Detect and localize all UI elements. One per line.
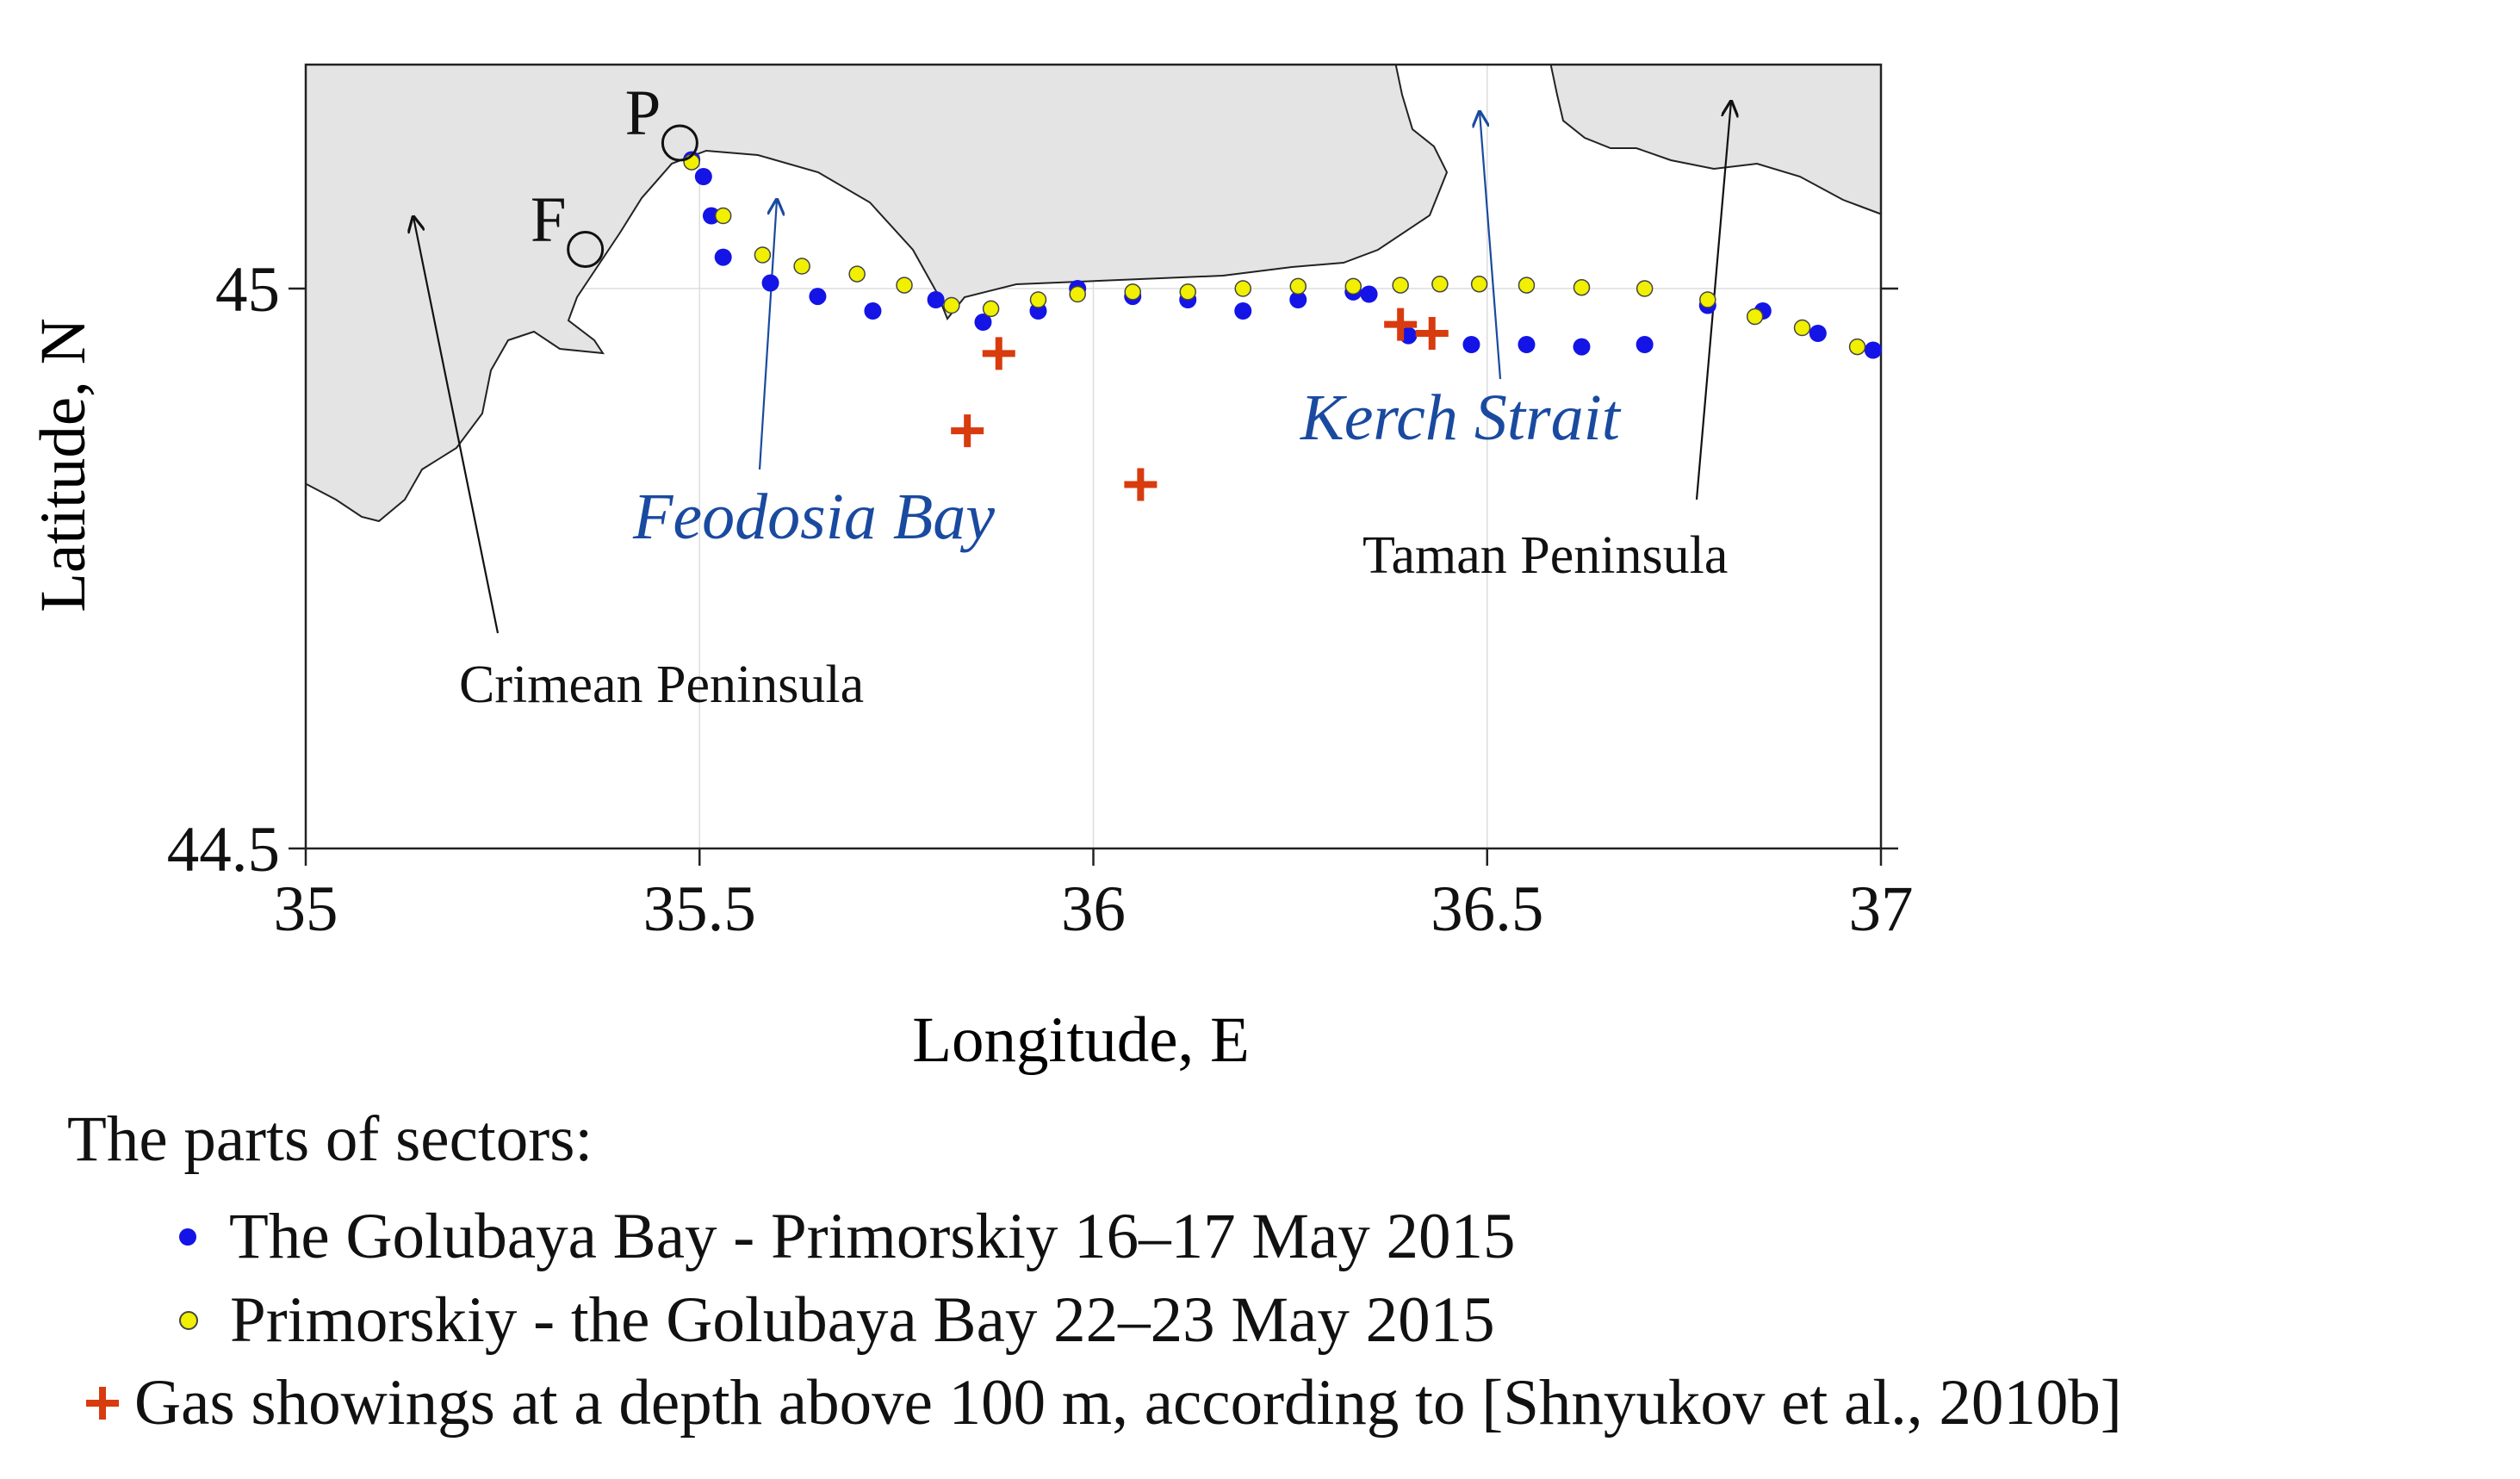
gas-showing-marker — [951, 414, 984, 448]
blue-series-point — [864, 302, 882, 320]
taman-peninsula-land — [1549, 65, 1881, 215]
blue-series-point — [1518, 336, 1536, 353]
gas-showing-marker — [1415, 317, 1449, 350]
legend-item-gas-showings: Gas showings at a depth above 100 m, acc… — [86, 1370, 2122, 1435]
legend-title: The parts of sectors: — [67, 1103, 593, 1175]
station-marker — [567, 231, 605, 268]
yellow-dot-icon — [179, 1310, 198, 1330]
blue-series-point — [694, 168, 712, 185]
yellow-series-point — [1179, 283, 1196, 301]
crimean-arrow — [413, 217, 500, 634]
data-points — [683, 151, 1882, 359]
blue-series-point — [974, 314, 992, 331]
kerch-arrow — [1480, 112, 1502, 380]
blue-series-point — [1234, 302, 1252, 320]
blue-series-point — [702, 207, 720, 225]
blue-series-point — [1462, 336, 1480, 353]
annotation-crimean-peninsula: Crimean Peninsula — [459, 656, 864, 714]
station-label: F — [531, 184, 567, 256]
yellow-series-point — [1431, 276, 1449, 293]
yellow-series-point — [982, 300, 1000, 318]
station-label: P — [625, 78, 661, 149]
yellow-series-point — [1029, 291, 1047, 308]
legend-item-blue-series: The Golubaya Bay - Primorskiy 16–17 May … — [179, 1204, 1516, 1269]
annotation-feodosia-bay: Feodosia Bay — [632, 481, 995, 553]
y-tick-label: 44.5 — [167, 814, 280, 886]
yellow-series-point — [754, 246, 772, 264]
x-tick-label: 36 — [1061, 873, 1126, 945]
gas-showing-marker — [1124, 468, 1158, 501]
yellow-series-point — [793, 258, 810, 275]
yellow-series-point — [1793, 319, 1811, 337]
blue-series-point — [1809, 325, 1827, 342]
blue-series-point — [714, 248, 732, 266]
legend-item-label: The Golubaya Bay - Primorskiy 16–17 May … — [229, 1201, 1516, 1272]
legend-item-label: Primorskiy - the Golubaya Bay 22–23 May … — [230, 1284, 1495, 1356]
annotation-taman-peninsula: Taman Peninsula — [1362, 526, 1728, 585]
map-chart: 35 35.5 36 36.5 37 44.5 45 Longitude, E Latitu… — [28, 63, 1914, 1076]
yellow-series-point — [1234, 280, 1252, 297]
y-axis-label: Latitude, N — [28, 318, 99, 612]
yellow-series-point — [896, 277, 913, 294]
yellow-series-point — [1392, 277, 1409, 294]
gas-showing-markers — [951, 308, 1449, 501]
yellow-series-point — [1289, 277, 1307, 295]
yellow-series-point — [1069, 285, 1086, 303]
yellow-series-point — [1636, 280, 1654, 297]
blue-series-point — [1360, 285, 1378, 303]
yellow-series-point — [1518, 277, 1536, 294]
yellow-series-point — [943, 296, 960, 314]
x-tick-label: 35 — [274, 873, 338, 945]
yellow-series-point — [1848, 338, 1866, 356]
axes: 35 35.5 36 36.5 37 44.5 45 — [167, 254, 1914, 945]
annotation-arrows — [413, 102, 1731, 634]
blue-series-point — [1573, 338, 1591, 356]
yellow-series-point — [1344, 277, 1362, 295]
y-tick-label: 45 — [215, 254, 280, 326]
blue-series-point — [1636, 336, 1654, 353]
blue-series-point — [1864, 341, 1882, 359]
blue-series-point — [1400, 326, 1418, 345]
gas-showing-marker — [1384, 308, 1418, 341]
yellow-series-point — [714, 207, 732, 225]
blue-series-point — [1289, 291, 1307, 308]
yellow-series-point — [1573, 278, 1591, 296]
yellow-series-point — [1470, 276, 1488, 293]
yellow-series-point — [1746, 308, 1764, 326]
blue-series-point — [761, 274, 779, 292]
x-tick-label: 35.5 — [643, 873, 756, 945]
station-markers: PF — [531, 78, 698, 268]
yellow-series-point — [848, 265, 866, 283]
yellow-series-point — [1699, 291, 1716, 308]
crimean-peninsula-land — [306, 65, 1449, 523]
blue-dot-icon — [179, 1227, 196, 1246]
legend-item-label: Gas showings at a depth above 100 m, acc… — [134, 1367, 2122, 1439]
blue-series-point — [809, 288, 827, 306]
gas-showing-marker — [982, 337, 1015, 370]
red-plus-icon — [86, 1386, 119, 1420]
feodosia-arrow — [758, 200, 777, 470]
station-marker — [661, 124, 698, 162]
x-tick-label: 36.5 — [1431, 873, 1543, 945]
annotation-kerch-strait: Kerch Strait — [1300, 382, 1622, 454]
x-tick-label: 37 — [1849, 873, 1914, 945]
x-axis-label: Longitude, E — [912, 1004, 1250, 1076]
yellow-series-point — [1124, 283, 1141, 301]
blue-series-point — [927, 291, 945, 308]
legend-item-yellow-series: Primorskiy - the Golubaya Bay 22–23 May … — [179, 1288, 1495, 1352]
